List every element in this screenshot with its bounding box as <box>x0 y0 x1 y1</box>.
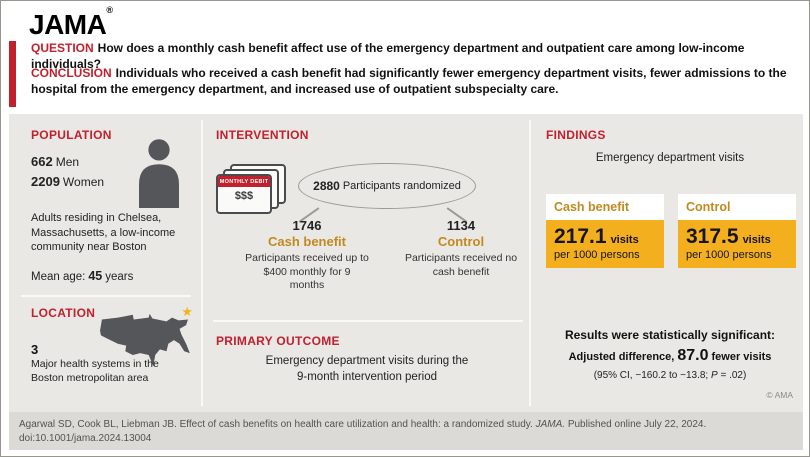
primary-outcome-text: Emergency department visits during the 9… <box>265 355 469 383</box>
location-count: 3 <box>31 342 39 357</box>
arm-label: Control <box>437 234 485 249</box>
citation-footer: Agarwal SD, Cook BL, Liebman JB. Effect … <box>9 412 803 450</box>
result-box-label: Control <box>678 194 796 220</box>
adjusted-difference-suffix: fewer visits <box>711 351 772 363</box>
debit-card-dollars: $$$ <box>234 190 254 202</box>
population-counts: 662 Men 2209 Women <box>31 152 104 192</box>
arm-cash-benefit: 1746 Cash benefit Participants received … <box>245 218 369 293</box>
arm-description: Participants received no cash benefit <box>404 252 518 278</box>
result-denominator: per 1000 persons <box>686 249 772 261</box>
arm-description: Participants received up to $400 monthly… <box>245 252 369 292</box>
result-box-cash-benefit: Cash benefit 217.1 visits per 1000 perso… <box>546 194 664 268</box>
arm-count: 1746 <box>292 218 322 233</box>
accent-stripe <box>9 41 16 107</box>
primary-outcome-heading: PRIMARY OUTCOME <box>216 334 340 348</box>
registered-mark: ® <box>106 4 113 15</box>
findings-subtitle: Emergency department visits <box>595 152 745 164</box>
mean-age-unit: years <box>105 271 134 283</box>
mean-age-label: Mean age: <box>31 271 86 283</box>
citation-line: Agarwal SD, Cook BL, Liebman JB. Effect … <box>19 418 793 432</box>
arm-label: Cash benefit <box>267 234 346 249</box>
conclusion-line: CONCLUSION Individuals who received a cas… <box>31 65 799 97</box>
population-description: Adults residing in Chelsea, Massachusett… <box>31 212 176 254</box>
result-denominator: per 1000 persons <box>554 249 640 261</box>
debit-card-band-label: MONTHLY DEBIT <box>218 176 270 187</box>
section-divider <box>213 320 523 322</box>
p-label: P <box>711 370 718 381</box>
citation-text: Agarwal SD, Cook BL, Liebman JB. Effect … <box>19 419 536 430</box>
population-heading: POPULATION <box>31 128 112 142</box>
mean-age-value: 45 <box>88 269 103 283</box>
column-divider <box>529 120 531 406</box>
p-value: = .02) <box>717 370 747 381</box>
men-count: 662 <box>31 154 53 169</box>
women-count-row: 2209 Women <box>31 172 104 192</box>
question-text: How does a monthly cash benefit affect u… <box>31 41 745 71</box>
location-description: Major health systems in the Boston metro… <box>31 358 159 384</box>
result-unit: visits <box>742 234 771 246</box>
person-icon <box>133 138 185 213</box>
citation-date: Published online July 22, 2024. <box>565 419 707 430</box>
result-unit: visits <box>610 234 639 246</box>
citation-journal: JAMA. <box>535 419 566 430</box>
intervention-heading: INTERVENTION <box>216 128 309 142</box>
location-heading: LOCATION <box>31 306 96 320</box>
adjusted-difference-prefix: Adjusted difference, <box>568 351 675 363</box>
conclusion-text: Individuals who received a cash benefit … <box>31 66 787 97</box>
main-panel: POPULATION 662 Men 2209 Women Adults resid… <box>9 114 803 412</box>
men-count-row: 662 Men <box>31 152 104 172</box>
result-value: 217.1 <box>554 225 607 248</box>
arm-control: 1134 Control Participants received no ca… <box>399 218 523 279</box>
result-value-row: 317.5 visits <box>686 225 788 249</box>
result-box-control: Control 317.5 visits per 1000 persons <box>678 194 796 268</box>
question-label: QUESTION <box>31 41 94 55</box>
adjusted-difference-value: 87.0 <box>677 347 709 364</box>
women-count: 2209 <box>31 174 60 190</box>
randomized-ellipse: 2880 Participants randomized <box>298 163 476 209</box>
debit-card-front: MONTHLY DEBIT $$$ <box>216 174 272 214</box>
ama-credit: © AMA <box>766 390 793 400</box>
jama-logo-text: JAMA <box>29 9 107 40</box>
randomized-count: 2880 <box>313 179 340 193</box>
section-divider <box>21 295 191 297</box>
confidence-interval-line: (95% CI, −160.2 to −13.8; P = .02) <box>537 370 803 381</box>
result-box-label: Cash benefit <box>546 194 664 220</box>
jama-logo: JAMA® <box>29 5 113 41</box>
adjusted-difference-line: Adjusted difference, 87.0 fewer visits <box>537 347 803 365</box>
randomized-label: Participants randomized <box>342 180 461 192</box>
men-label: Men <box>55 155 80 169</box>
boston-star-icon: ★ <box>181 304 193 319</box>
result-box-body: 217.1 visits per 1000 persons <box>546 220 664 268</box>
result-box-body: 317.5 visits per 1000 persons <box>678 220 796 268</box>
findings-heading: FINDINGS <box>546 128 606 142</box>
doi-line: doi:10.1001/jama.2024.13004 <box>19 433 152 444</box>
ci-text: (95% CI, −160.2 to −13.8; <box>593 370 711 381</box>
debit-cards-icon: MONTHLY DEBIT $$$ <box>216 164 290 222</box>
us-map-icon: ★ <box>97 305 193 370</box>
mean-age: Mean age: 45 years <box>31 269 133 283</box>
women-label: Women <box>62 175 105 190</box>
column-divider <box>201 120 203 406</box>
conclusion-label: CONCLUSION <box>31 66 112 80</box>
result-value: 317.5 <box>686 225 739 248</box>
arm-count: 1134 <box>446 218 476 233</box>
question-line: QUESTION How does a monthly cash benefit … <box>31 41 801 72</box>
result-value-row: 217.1 visits <box>554 225 656 249</box>
significance-statement: Results were statistically significant: <box>564 328 776 342</box>
